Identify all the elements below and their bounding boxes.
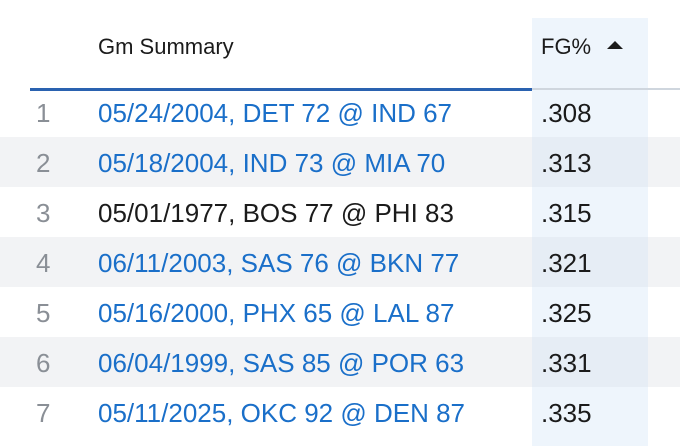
row-rank: 5 [36, 298, 51, 328]
row-rank: 2 [36, 148, 51, 178]
column-header-gm-summary[interactable]: Gm Summary [98, 34, 234, 59]
game-summary-link[interactable]: 05/11/2025, OKC 92 @ DEN 87 [98, 398, 466, 428]
fg-pct-value: .335 [541, 398, 592, 428]
header-underline [30, 88, 532, 91]
column-header-fg-pct-label: FG% [541, 34, 592, 59]
table-row: 5 05/16/2000, PHX 65 @ LAL 87 .325 [0, 287, 680, 337]
table-row: 6 06/04/1999, SAS 85 @ POR 63 .331 [0, 337, 680, 387]
table-row: 3 05/01/1977, BOS 77 @ PHI 83 .315 [0, 187, 680, 237]
table-row: 1 05/24/2004, DET 72 @ IND 67 .308 [0, 87, 680, 137]
row-rank: 4 [36, 248, 51, 278]
row-rank: 1 [36, 98, 51, 128]
game-summary-link[interactable]: 06/11/2003, SAS 76 @ BKN 77 [98, 248, 460, 278]
game-summary-link[interactable]: 05/16/2000, PHX 65 @ LAL 87 [98, 298, 455, 328]
game-summary-link[interactable]: 06/04/1999, SAS 85 @ POR 63 [98, 348, 465, 378]
row-rank: 7 [36, 398, 51, 428]
row-rank: 3 [36, 198, 51, 228]
fg-pct-value: .331 [541, 348, 592, 378]
table-header: Gm Summary FG% [0, 18, 680, 91]
table-row: 4 06/11/2003, SAS 76 @ BKN 77 .321 [0, 237, 680, 287]
column-header-fg-pct[interactable]: FG% [541, 34, 624, 60]
fg-pct-value: .321 [541, 248, 592, 278]
table-row: 2 05/18/2004, IND 73 @ MIA 70 .313 [0, 137, 680, 187]
fg-pct-value: .315 [541, 198, 592, 228]
game-summary-link[interactable]: 05/24/2004, DET 72 @ IND 67 [98, 98, 453, 128]
row-rank: 6 [36, 348, 51, 378]
fg-pct-value: .308 [541, 98, 592, 128]
table-row: 7 05/11/2025, OKC 92 @ DEN 87 .335 [0, 387, 680, 437]
game-summary-link[interactable]: 05/18/2004, IND 73 @ MIA 70 [98, 148, 446, 178]
game-summary-text: 05/01/1977, BOS 77 @ PHI 83 [98, 198, 454, 228]
header-underline-sorted [532, 88, 680, 90]
fg-pct-value: .313 [541, 148, 592, 178]
fg-pct-value: .325 [541, 298, 592, 328]
sort-ascending-icon [607, 41, 624, 49]
